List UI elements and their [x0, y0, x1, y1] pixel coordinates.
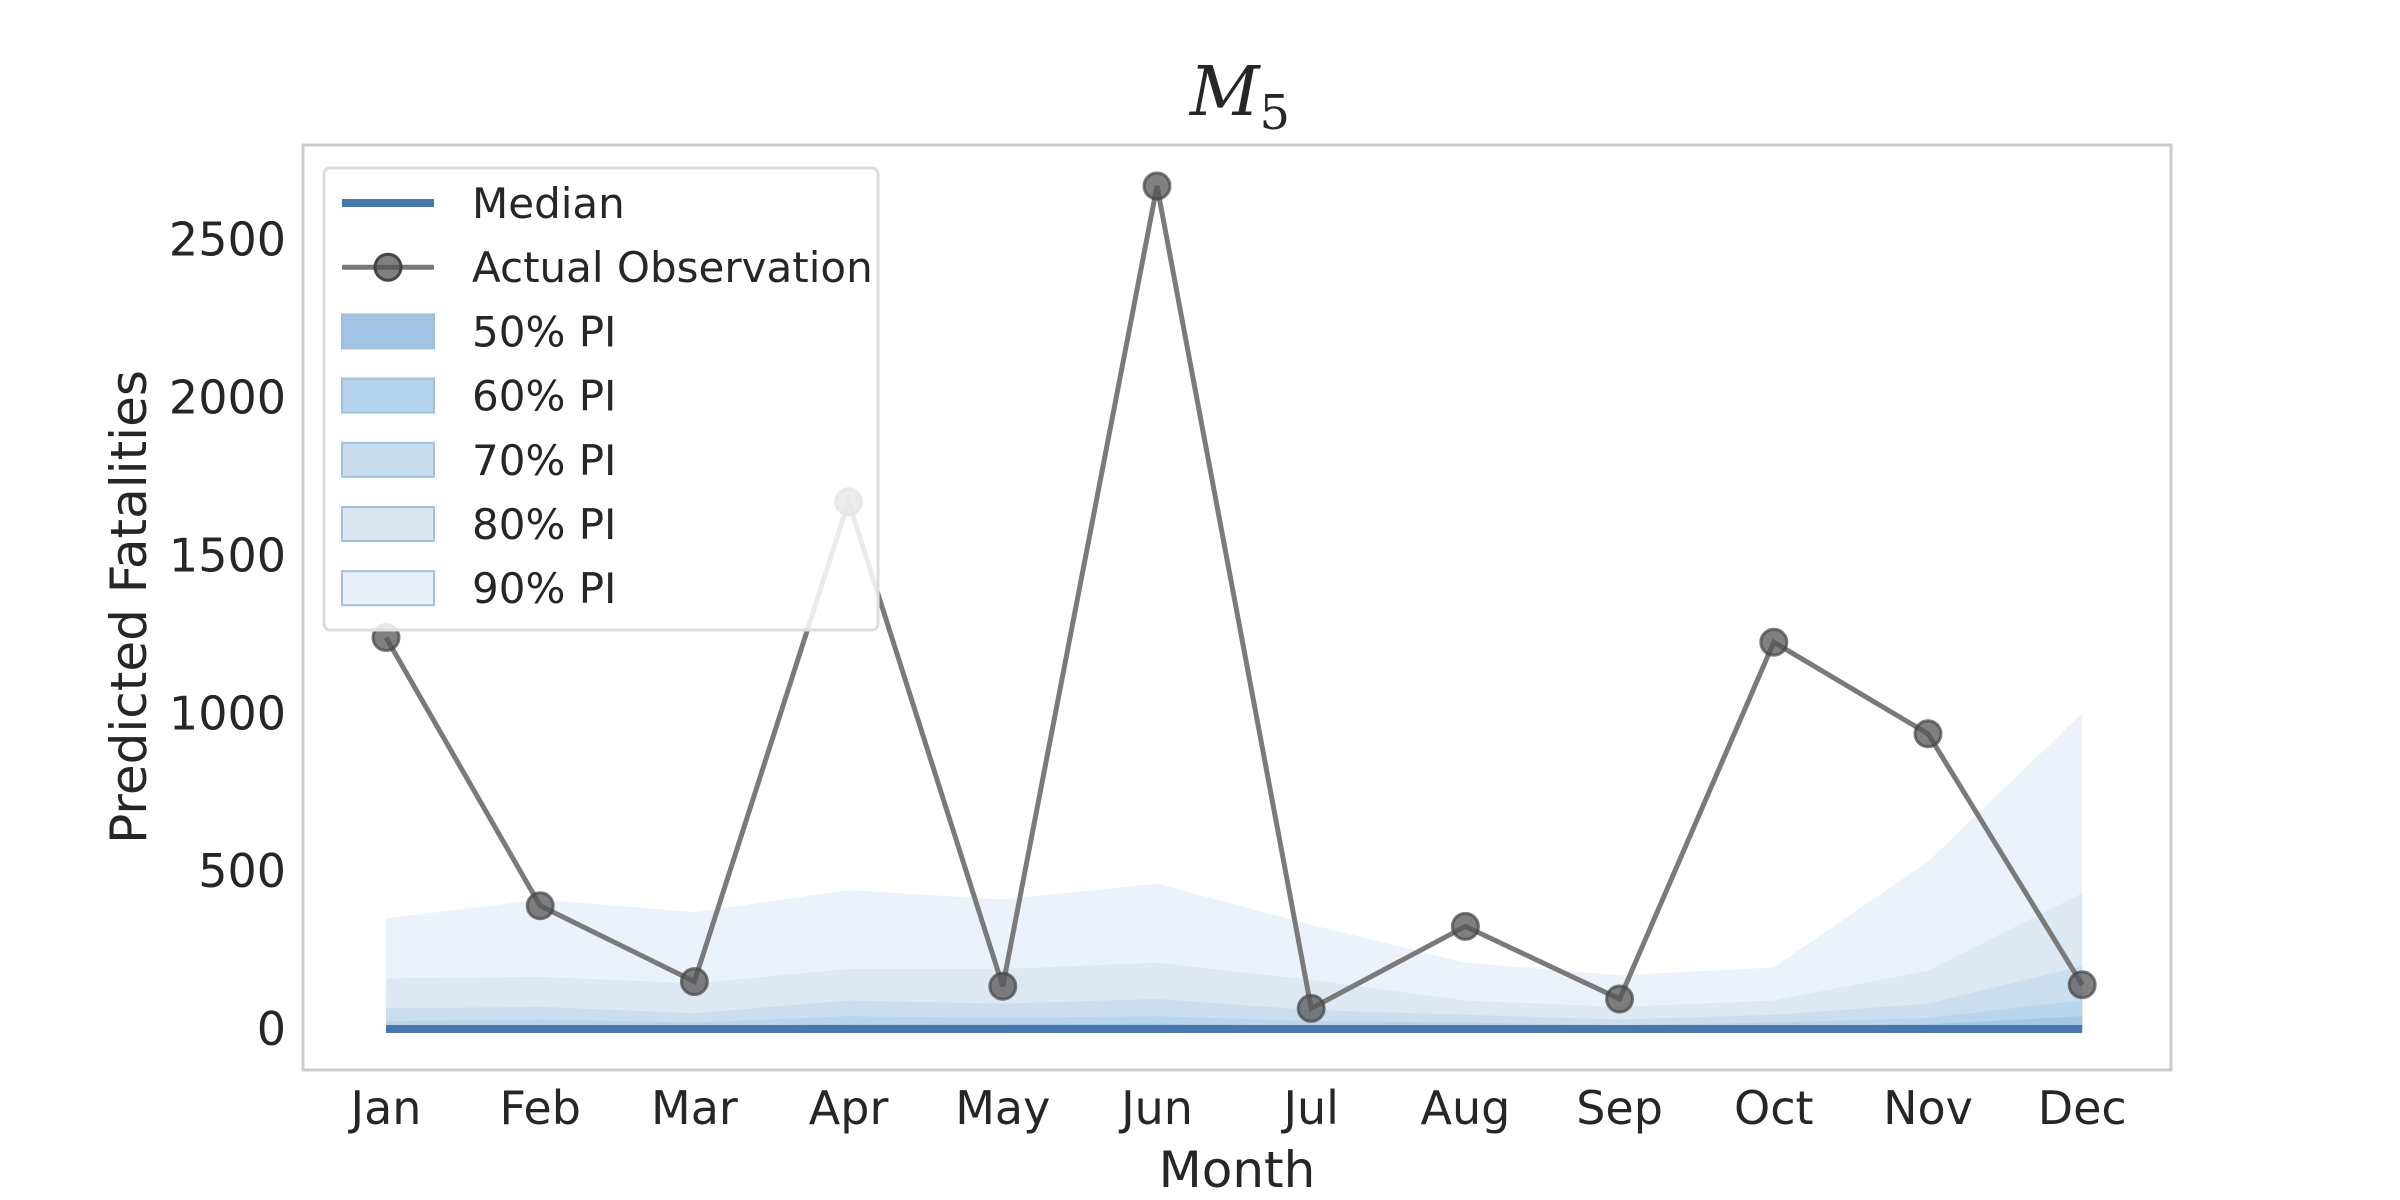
legend-label-median: Median [472, 179, 625, 228]
actual-point-oct [1759, 627, 1789, 657]
x-tick-label: Jul [1280, 1081, 1339, 1135]
actual-point-nov [1913, 719, 1943, 749]
actual-point-jun [1142, 171, 1172, 201]
legend-swatch-90pct-pi [341, 570, 435, 607]
x-tick-label: Sep [1576, 1081, 1663, 1135]
legend-label-60pct-pi: 60% PI [472, 372, 616, 421]
band-70pct-pi [386, 965, 2083, 1029]
actual-point-aug [1450, 911, 1480, 941]
band-80pct-pi [386, 893, 2083, 1029]
actual-point-sep [1605, 984, 1635, 1014]
actual-point-feb [525, 891, 555, 921]
x-tick-label: Jan [348, 1081, 422, 1135]
x-tick-label: Apr [809, 1081, 889, 1135]
y-tick-label: 0 [257, 1002, 286, 1056]
legend-label-50pct-pi: 50% PI [472, 307, 616, 356]
legend-label-90pct-pi: 90% PI [472, 564, 616, 613]
x-tick-label: Oct [1734, 1081, 1814, 1135]
legend-swatch-50pct-pi [341, 313, 435, 350]
x-tick-label: May [955, 1081, 1050, 1135]
chart-title: M5 [1188, 53, 1290, 141]
actual-observation-line [383, 185, 2085, 1013]
y-axis-ticks: 0 500 1000 1500 2000 2500 [169, 213, 286, 1056]
actual-point-mar [679, 967, 709, 997]
legend-swatch-70pct-pi [341, 441, 435, 478]
legend-box [322, 166, 880, 632]
x-tick-label: Jun [1118, 1081, 1193, 1135]
prediction-interval-bands [386, 713, 2083, 1029]
legend-label-70pct-pi: 70% PI [472, 436, 616, 485]
chart-title-subscript: 5 [1260, 85, 1291, 141]
band-60pct-pi [386, 1000, 2083, 1029]
band-90pct-pi [386, 713, 2083, 1029]
y-axis-label: Predicted Fatalities [100, 370, 158, 844]
x-tick-label: Dec [2038, 1081, 2127, 1135]
y-tick-label: 500 [198, 844, 286, 898]
legend-swatch-60pct-pi [341, 377, 435, 414]
x-tick-label: Nov [1883, 1081, 1973, 1135]
y-tick-label: 1500 [169, 528, 286, 582]
y-tick-label: 2000 [169, 371, 286, 425]
actual-point-dec [2067, 970, 2097, 1000]
actual-point-jul [1296, 993, 1326, 1023]
x-tick-label: Mar [651, 1081, 738, 1135]
legend-label-80pct-pi: 80% PI [472, 500, 616, 549]
actual-point-may [988, 971, 1018, 1001]
y-tick-label: 2500 [169, 213, 286, 267]
chart-title-main: M [1188, 53, 1262, 132]
legend-label-actual-observation: Actual Observation [472, 243, 873, 292]
x-axis-ticks: Jan Feb Mar Apr May Jun Jul Aug Sep Oct Nov Dec [348, 1081, 2127, 1135]
x-tick-label: Feb [499, 1081, 580, 1135]
x-tick-label: Aug [1420, 1081, 1510, 1135]
legend: Median Actual Observation 50% PI 60% PI 70% … [322, 166, 880, 632]
legend-swatch-marker-actual-observation [373, 252, 403, 282]
y-tick-label: 1000 [169, 686, 286, 740]
plot-frame [301, 143, 2173, 1072]
x-axis-label: Month [1159, 1141, 1316, 1199]
legend-swatch-80pct-pi [341, 506, 435, 542]
